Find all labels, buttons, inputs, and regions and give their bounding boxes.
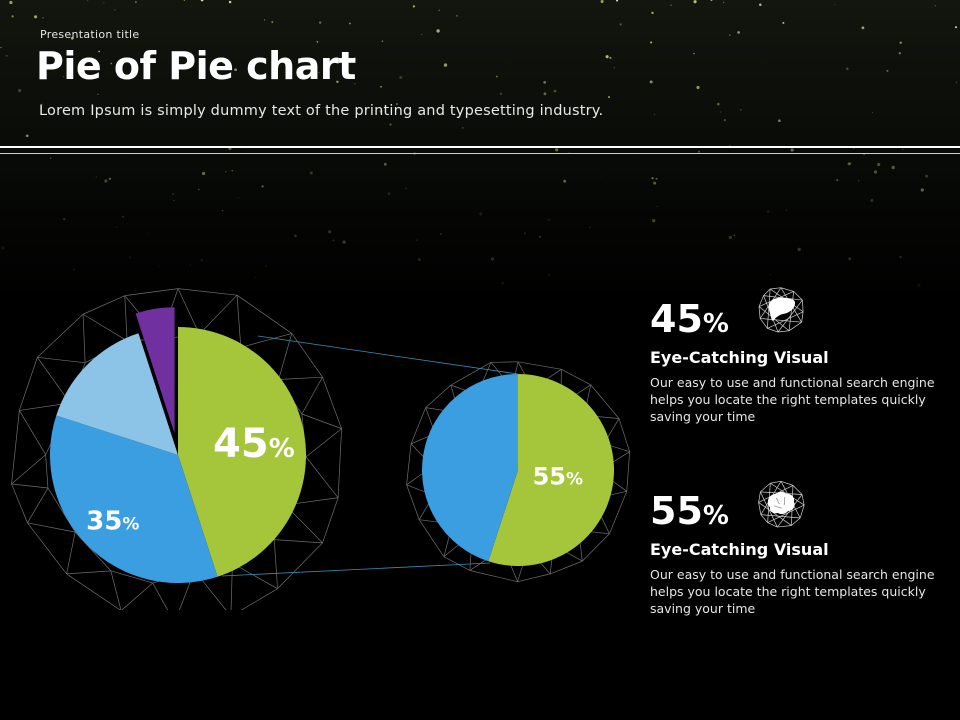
page-subtitle: Lorem Ipsum is simply dummy text of the … bbox=[39, 103, 604, 119]
stat-1-percent: 45% bbox=[650, 300, 940, 338]
main-pie-slice bbox=[49, 415, 218, 584]
stat-1-value: 45 bbox=[650, 297, 703, 341]
page-title: Pie of Pie chart bbox=[36, 44, 356, 88]
main-pie-slice bbox=[178, 327, 307, 577]
header-divider-thin bbox=[0, 153, 960, 154]
stat-2-symbol: % bbox=[702, 501, 729, 531]
brain-icon bbox=[758, 480, 805, 528]
connector-line-top bbox=[257, 335, 519, 375]
sub-pie-data-label: 55% bbox=[533, 462, 583, 490]
starfield-background bbox=[0, 0, 960, 300]
presentation-kicker: Presentation title bbox=[40, 28, 140, 41]
connector-line-bottom bbox=[221, 562, 491, 577]
sub-pie-slice bbox=[422, 373, 518, 562]
stat-2-body: Our easy to use and functional search en… bbox=[650, 567, 935, 616]
main-pie-data-label: 45% bbox=[213, 421, 295, 467]
stat-block-2: 55% Eye-Catching Visual Our easy to use … bbox=[650, 492, 940, 617]
sub-pie-slice bbox=[488, 373, 615, 566]
header-divider bbox=[0, 146, 960, 148]
stat-2-heading: Eye-Catching Visual bbox=[650, 540, 829, 559]
main-pie-data-label: 35% bbox=[86, 506, 139, 536]
stat-1-symbol: % bbox=[702, 309, 729, 339]
stat-2-percent: 55% bbox=[650, 492, 940, 530]
main-pie: 45% 35% bbox=[49, 307, 307, 584]
main-pie-slice bbox=[56, 333, 179, 455]
stat-1-body: Our easy to use and functional search en… bbox=[650, 375, 935, 424]
pie-of-pie-chart: 45% 35% 55% bbox=[11, 288, 631, 610]
sub-pie: 55% bbox=[422, 373, 615, 566]
stat-block-1: 45% Eye-Catching Visual Our easy to use … bbox=[650, 300, 940, 425]
liver-icon bbox=[758, 287, 804, 333]
stat-2-value: 55 bbox=[650, 489, 703, 533]
stat-1-heading: Eye-Catching Visual bbox=[650, 348, 829, 367]
main-pie-slice bbox=[135, 307, 175, 434]
